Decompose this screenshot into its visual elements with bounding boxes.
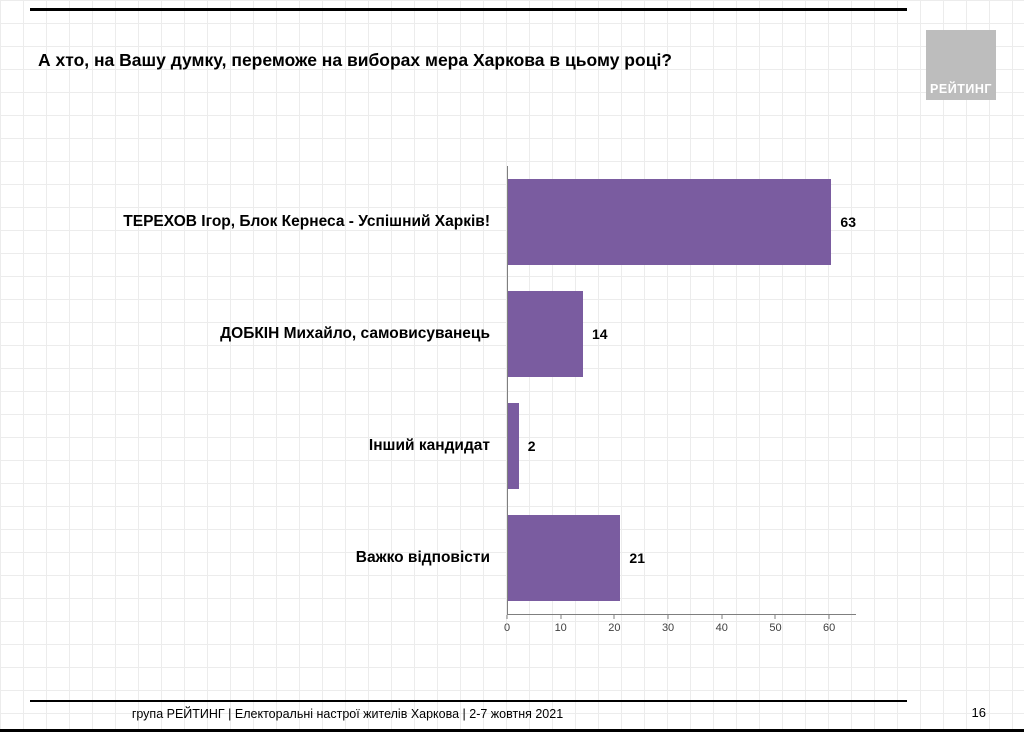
bar-track: 21 bbox=[507, 502, 856, 614]
x-axis-tick-mark bbox=[506, 615, 508, 619]
category-label: Інший кандидат bbox=[368, 437, 490, 454]
rating-group-logo: РЕЙТИНГ bbox=[926, 30, 996, 100]
x-axis-tick-mark bbox=[774, 615, 776, 619]
bar-chart: ТЕРЕХОВ Ігор, Блок Кернеса - Успішний Ха… bbox=[0, 166, 856, 645]
footer-top-divider bbox=[30, 700, 907, 702]
category-label: ТЕРЕХОВ Ігор, Блок Кернеса - Успішний Ха… bbox=[123, 213, 490, 230]
page-number: 16 bbox=[971, 705, 986, 720]
x-axis-tick-label: 20 bbox=[608, 622, 621, 634]
page-title: А хто, на Вашу думку, переможе на вибора… bbox=[38, 50, 672, 70]
x-axis-tick-label: 40 bbox=[715, 622, 728, 634]
top-divider bbox=[30, 8, 907, 11]
bar bbox=[508, 403, 519, 489]
x-axis-tick-mark bbox=[560, 615, 562, 619]
x-axis-tick-label: 30 bbox=[661, 622, 675, 634]
x-axis-tick-label: 60 bbox=[823, 622, 836, 634]
category-label: Важко відповісти bbox=[355, 549, 490, 566]
x-axis: 0 10 20 30 40 50 60 bbox=[503, 614, 856, 645]
chart-row: ДОБКІН Михайло, самовисуванець 14 bbox=[0, 278, 856, 390]
x-axis-tick-mark bbox=[667, 615, 669, 619]
x-axis-tick-mark bbox=[613, 615, 615, 619]
bar-track: 2 bbox=[507, 390, 856, 502]
bar-track: 14 bbox=[507, 278, 856, 390]
chart-row: Важко відповісти 21 bbox=[0, 502, 856, 614]
bar bbox=[508, 179, 832, 265]
x-axis-tick-mark bbox=[721, 615, 723, 619]
chart-rows: ТЕРЕХОВ Ігор, Блок Кернеса - Успішний Ха… bbox=[0, 166, 856, 614]
x-axis-tick-label: 50 bbox=[769, 622, 782, 634]
chart-row: Інший кандидат 2 bbox=[0, 390, 856, 502]
bottom-divider bbox=[0, 729, 1024, 732]
bar-value-label: 14 bbox=[591, 326, 608, 342]
bar bbox=[508, 515, 621, 601]
bar-value-label: 63 bbox=[840, 214, 856, 230]
rating-group-logo-text: РЕЙТИНГ bbox=[930, 82, 992, 96]
chart-row: ТЕРЕХОВ Ігор, Блок Кернеса - Успішний Ха… bbox=[0, 166, 856, 278]
x-axis-tick-mark bbox=[828, 615, 830, 619]
footer-source-text: група РЕЙТИНГ | Електоральні настрої жит… bbox=[131, 707, 564, 721]
bar bbox=[508, 291, 583, 377]
x-axis-tick-label: 10 bbox=[554, 622, 567, 634]
bar-value-label: 2 bbox=[527, 438, 536, 454]
bar-track: 63 bbox=[507, 166, 856, 278]
category-label: ДОБКІН Михайло, самовисуванець bbox=[220, 325, 490, 342]
x-axis-tick-label: 0 bbox=[503, 622, 511, 634]
bar-value-label: 21 bbox=[629, 550, 645, 566]
